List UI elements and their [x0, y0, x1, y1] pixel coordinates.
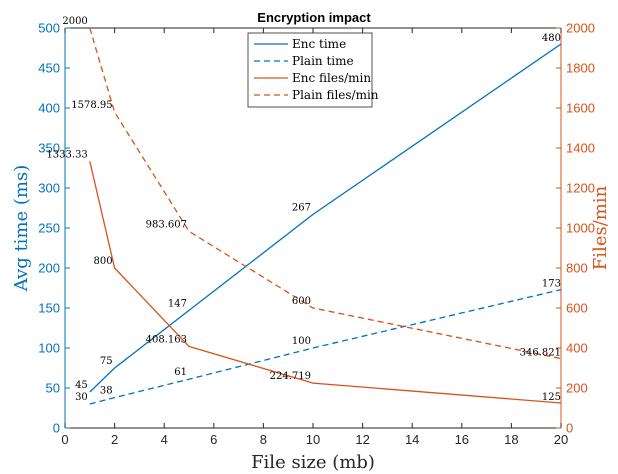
y-tick-label-left: 50	[46, 381, 60, 396]
data-label: 600	[292, 296, 311, 307]
x-tick-label: 18	[504, 432, 518, 447]
y-tick-label-right: 1200	[566, 181, 595, 196]
y-axis-label-right: Files/min	[590, 185, 611, 270]
y-tick-label-left: 500	[38, 21, 60, 36]
y-tick-label-right: 200	[566, 381, 588, 396]
data-label: 75	[100, 356, 113, 367]
legend-label: Plain files/min	[292, 88, 379, 102]
data-label: 38	[100, 386, 113, 397]
legend-label: Plain time	[292, 54, 354, 68]
data-label: 800	[94, 256, 113, 267]
data-label: 30	[75, 392, 88, 403]
y-tick-label-left: 400	[38, 101, 60, 116]
x-tick-label: 2	[111, 432, 118, 447]
x-tick-label: 12	[355, 432, 369, 447]
x-axis-label: File size (mb)	[251, 452, 375, 473]
y-tick-label-left: 200	[38, 261, 60, 276]
y-tick-label-left: 0	[53, 421, 60, 436]
x-tick-label: 0	[61, 432, 68, 447]
y-tick-label-left: 150	[38, 301, 60, 316]
x-tick-label: 6	[210, 432, 217, 447]
y-tick-label-left: 100	[38, 341, 60, 356]
y-tick-label-right: 400	[566, 341, 588, 356]
series-line-plain-time	[89, 288, 562, 405]
y-tick-label-right: 1800	[566, 61, 595, 76]
series-line-enc-files-min	[89, 161, 562, 404]
data-label: 983.607	[146, 219, 187, 230]
x-tick-label: 4	[161, 432, 168, 447]
data-label: 147	[168, 298, 187, 309]
legend: Enc time Plain time Enc files/min Plain fil…	[247, 32, 379, 108]
data-label: 173	[542, 279, 561, 290]
data-label: 480	[542, 33, 561, 44]
y-tick-label-right: 600	[566, 301, 588, 316]
series-line-enc-time	[89, 43, 562, 393]
plot-area: 0 2 4 6 8 10 12 14 16 18 2005010015020025030035040…	[38, 16, 595, 447]
data-label: 267	[292, 202, 311, 213]
chart-title: Encryption impact	[257, 10, 371, 25]
data-label: 125	[542, 392, 561, 403]
y-tick-label-right: 1600	[566, 101, 595, 116]
y-tick-label-right: 800	[566, 261, 588, 276]
x-tick-label: 8	[260, 432, 267, 447]
data-label: 2000	[62, 16, 87, 27]
y-tick-label-left: 450	[38, 61, 60, 76]
y-tick-label-right: 0	[566, 421, 573, 436]
data-label: 346.821	[520, 348, 561, 359]
data-label: 61	[174, 367, 187, 378]
x-tick-label: 16	[455, 432, 469, 447]
data-label: 408.163	[146, 334, 187, 345]
x-tick-label: 10	[306, 432, 320, 447]
x-tick-label: 20	[554, 432, 568, 447]
y-tick-label-left: 250	[38, 221, 60, 236]
legend-label: Enc files/min	[292, 71, 371, 85]
y-tick-label-right: 1000	[566, 221, 595, 236]
y-tick-label-right: 2000	[566, 21, 595, 36]
y-tick-label-left: 300	[38, 181, 60, 196]
legend-label: Enc time	[292, 37, 346, 51]
x-tick-label: 14	[405, 432, 419, 447]
y-axis-label-left: Avg time (ms)	[11, 165, 32, 292]
y-tick-label-left: 350	[38, 141, 60, 156]
data-label: 224.719	[270, 371, 311, 382]
y-tick-label-right: 1400	[566, 141, 595, 156]
data-label: 1333.33	[46, 149, 87, 160]
data-label: 100	[292, 336, 311, 347]
data-label: 45	[75, 380, 88, 391]
data-label: 1578.95	[71, 100, 112, 111]
